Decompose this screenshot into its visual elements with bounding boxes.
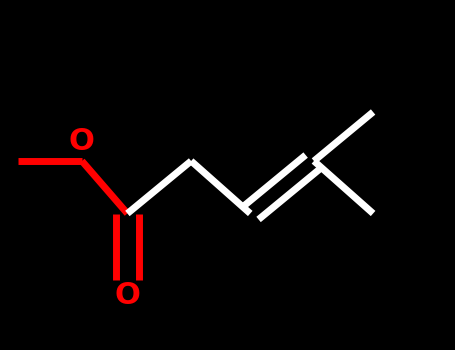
- Text: O: O: [69, 127, 95, 156]
- Text: O: O: [115, 281, 140, 310]
